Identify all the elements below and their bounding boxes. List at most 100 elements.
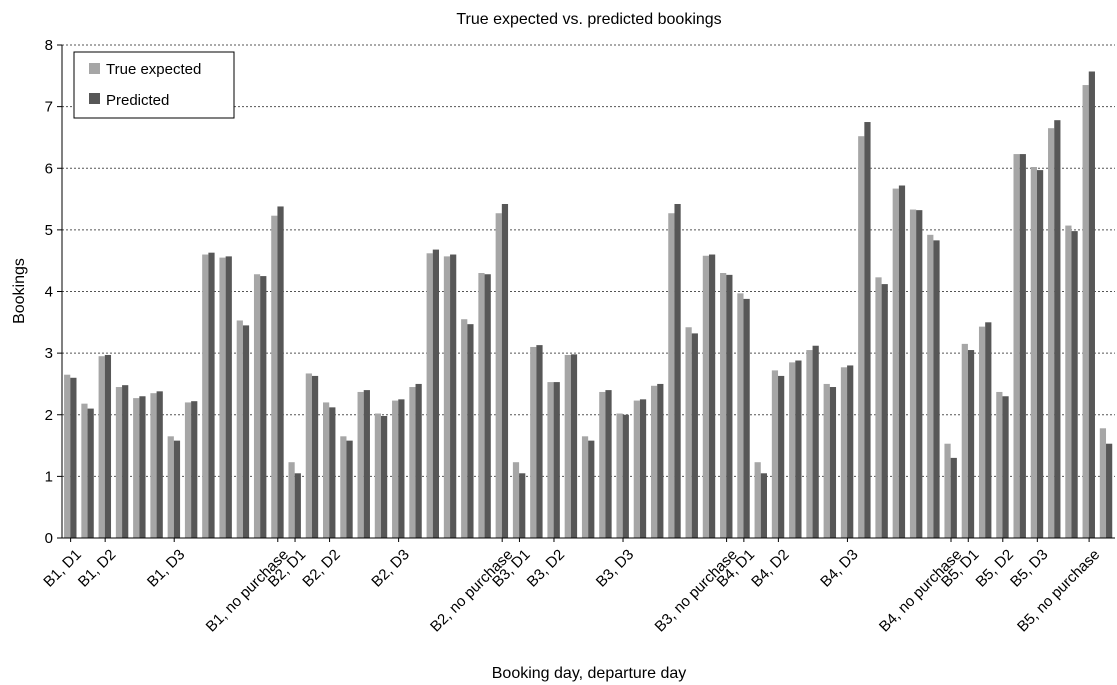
bar-true-expected [927, 234, 934, 538]
bar-predicted [553, 382, 560, 538]
bar-predicted [1036, 170, 1044, 538]
bar-true-expected [737, 293, 744, 538]
bar-true-expected [702, 255, 709, 538]
bar-predicted [87, 408, 94, 538]
bar-true-expected [1082, 85, 1089, 539]
bar-predicted [104, 354, 112, 538]
bar-predicted [450, 254, 457, 538]
bar-predicted [933, 240, 940, 538]
bar-predicted [191, 401, 198, 538]
bar-predicted [916, 210, 923, 538]
bar-true-expected [789, 362, 796, 538]
bar-true-expected [426, 253, 433, 539]
bar-predicted [156, 391, 163, 538]
x-tick-label: B5, D3 [1007, 546, 1051, 590]
bar-true-expected [978, 326, 986, 538]
bar-true-expected [823, 383, 830, 538]
bar-true-expected [184, 402, 192, 538]
bar-true-expected [357, 391, 364, 538]
bar-predicted [639, 399, 647, 538]
bar-predicted [674, 203, 681, 538]
bar-true-expected [840, 367, 848, 538]
bar-true-expected [478, 273, 485, 538]
bar-predicted [985, 322, 992, 538]
bar-predicted [173, 440, 181, 538]
bar-true-expected [495, 213, 502, 538]
bar-predicted [208, 252, 215, 538]
bar-predicted [1088, 71, 1095, 538]
bar-true-expected [1065, 225, 1072, 538]
bar-predicted [363, 390, 370, 538]
bar-true-expected [961, 343, 968, 538]
bar-predicted [484, 274, 491, 538]
bar-true-expected [530, 346, 537, 538]
bar-predicted [242, 325, 250, 538]
bar-predicted [501, 203, 509, 538]
bar-true-expected [1030, 167, 1037, 538]
bar-true-expected [443, 256, 451, 538]
bar-predicted [398, 399, 405, 538]
bar-true-expected [581, 436, 589, 538]
bar-true-expected [668, 213, 675, 538]
bar-predicted [260, 276, 267, 538]
bar-true-expected [81, 403, 88, 538]
bar-predicted [1054, 120, 1061, 539]
bars [64, 71, 1113, 539]
bar-predicted [381, 415, 388, 538]
bar-predicted [708, 254, 716, 538]
bar-true-expected [98, 356, 105, 538]
bar-true-expected [323, 402, 330, 538]
bar-predicted [277, 206, 284, 538]
x-tick-label: B3, D3 [593, 546, 637, 590]
bar-true-expected [858, 136, 865, 538]
bar-predicted [467, 324, 474, 538]
bar-predicted [726, 274, 733, 538]
bar-predicted [415, 383, 422, 538]
y-tick-label: 1 [45, 468, 53, 485]
bar-true-expected [599, 391, 606, 538]
bar-true-expected [564, 354, 571, 538]
bar-predicted [1002, 396, 1009, 538]
bar-predicted [294, 473, 301, 538]
bar-predicted [778, 375, 785, 538]
bar-true-expected [392, 400, 399, 538]
bar-true-expected [754, 462, 761, 538]
legend-swatch-true-expected [89, 63, 100, 74]
bar-true-expected [236, 320, 243, 538]
bar-predicted [346, 440, 353, 538]
bar-predicted [950, 457, 957, 538]
bar-predicted [605, 390, 612, 538]
bar-true-expected [547, 382, 554, 538]
bar-predicted [691, 333, 698, 538]
bar-true-expected [461, 319, 468, 538]
bar-true-expected [253, 274, 261, 538]
bar-true-expected [909, 209, 917, 538]
legend-label-true-expected: True expected [106, 61, 201, 78]
bar-predicted [967, 350, 975, 538]
bar-true-expected [167, 436, 174, 538]
x-tick-label: B4, no purchase [876, 546, 965, 635]
y-tick-label: 6 [45, 160, 53, 177]
x-axis-title: Booking day, departure day [492, 665, 687, 682]
legend-box [73, 51, 235, 119]
y-tick-label: 0 [45, 530, 53, 547]
legend-swatch-predicted [89, 93, 100, 104]
bar-true-expected [409, 387, 416, 538]
bar-true-expected [633, 400, 640, 538]
bar-true-expected [1099, 428, 1107, 538]
bar-true-expected [875, 277, 882, 538]
bar-true-expected [650, 385, 658, 538]
x-tick-label: B4, D3 [817, 546, 861, 590]
bar-predicted [657, 383, 664, 538]
bar-true-expected [685, 327, 692, 538]
bar-true-expected [288, 462, 295, 538]
bar-true-expected [340, 436, 347, 538]
bar-predicted [70, 377, 77, 538]
bar-predicted [812, 345, 819, 538]
bar-true-expected [996, 391, 1003, 538]
x-tick-label: B2, D3 [368, 546, 412, 590]
y-tick-label: 2 [45, 407, 53, 424]
bar-true-expected [271, 215, 278, 539]
